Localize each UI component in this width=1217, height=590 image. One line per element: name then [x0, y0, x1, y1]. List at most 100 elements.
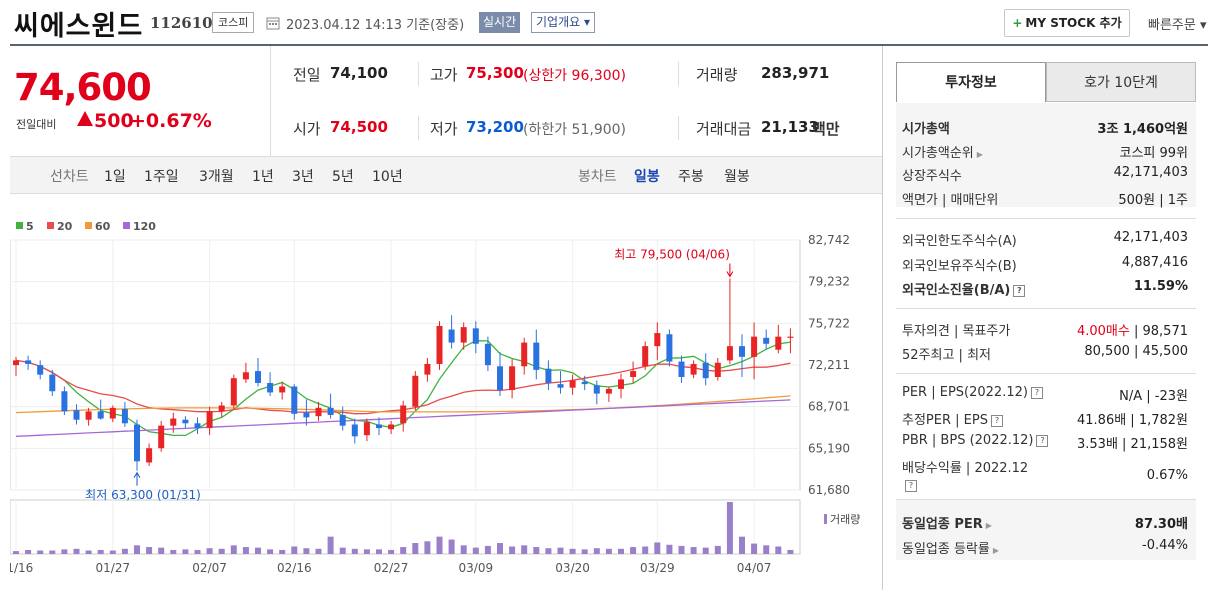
- foreign-ratio-value: 11.59%: [1133, 279, 1188, 294]
- candle-body: [327, 407, 334, 415]
- candle-monthly[interactable]: 월봉: [724, 169, 750, 185]
- candle-body: [363, 422, 370, 436]
- prev-close-label: 전일: [293, 66, 321, 84]
- candle-body: [49, 374, 56, 392]
- legend-swatch: [16, 222, 23, 229]
- y-tick-label: 65,190: [808, 441, 850, 455]
- par-value-value: 500원 | 1주: [1118, 193, 1188, 208]
- candle-body: [605, 388, 612, 394]
- candle-body: [533, 342, 540, 370]
- candle-daily[interactable]: 일봉: [634, 169, 660, 185]
- candle-body: [85, 411, 92, 420]
- volume-bar: [630, 547, 637, 554]
- market-cap-label: 시가총액: [902, 122, 950, 137]
- volume-bar: [581, 549, 588, 554]
- help-icon[interactable]: ?: [1036, 434, 1049, 447]
- sector-rate-link[interactable]: 동일업종 등락률 ▶: [902, 542, 1000, 557]
- volume-bar: [327, 536, 334, 554]
- help-icon[interactable]: ?: [1013, 284, 1026, 297]
- foreign-limit-label: 외국인한도주식수(A): [902, 234, 1017, 249]
- price-change-percent: +0.67%: [130, 110, 212, 132]
- high-label: 고가: [430, 66, 458, 84]
- candle-body: [291, 386, 298, 414]
- candle-body: [630, 371, 637, 378]
- x-tick-label: 03/09: [459, 561, 494, 575]
- candle-weekly[interactable]: 주봉: [678, 169, 704, 185]
- sector-per-value: 87.30배: [1134, 517, 1188, 532]
- opinion-label: 투자의견 | 목표주가: [902, 324, 1011, 339]
- low-annotation: 최저 63,300 (01/31): [85, 488, 201, 502]
- period-5y[interactable]: 5년: [332, 169, 354, 185]
- candle-body: [678, 361, 685, 378]
- candle-body: [109, 407, 116, 419]
- realtime-button[interactable]: 실시간: [479, 12, 521, 33]
- y-tick-label: 82,742: [808, 233, 850, 247]
- est-per-label: 추정PER | EPS: [902, 413, 988, 428]
- y-tick-label: 68,701: [808, 400, 850, 414]
- volume-bar: [472, 547, 479, 554]
- candle-body: [267, 382, 274, 393]
- sector-per-link[interactable]: 동일업종 PER ▶: [902, 517, 992, 532]
- y-tick-label: 72,211: [808, 358, 850, 372]
- period-3m[interactable]: 3개월: [199, 169, 234, 185]
- volume-bar: [726, 502, 733, 554]
- tab-hoga-10[interactable]: 호가 10단계: [1046, 62, 1196, 102]
- volume-bar: [121, 548, 128, 554]
- volume-bar: [460, 545, 467, 554]
- period-1d[interactable]: 1일: [104, 169, 126, 185]
- candle-body: [509, 366, 516, 391]
- period-10y[interactable]: 10년: [372, 169, 403, 185]
- candle-body: [255, 371, 261, 383]
- candle-body: [775, 336, 782, 350]
- volume-bar: [25, 549, 32, 554]
- volume-bar: [363, 549, 370, 554]
- candle-body: [230, 378, 237, 406]
- volume-bar: [315, 548, 322, 554]
- period-3y[interactable]: 3년: [292, 169, 314, 185]
- market-cap-rank-label: 시가총액순위: [902, 146, 974, 161]
- x-tick-label: 04/07: [737, 561, 772, 575]
- target-price-value: | 98,571: [1134, 324, 1188, 339]
- x-tick-label: 01/16: [10, 561, 33, 575]
- volume-bar: [484, 545, 491, 554]
- company-overview-dropdown[interactable]: 기업개요 ▾: [531, 12, 595, 33]
- candlestick-chart[interactable]: 82,742 79,232 75,722 72,211 68,701 65,190 61,6…: [0, 214, 882, 590]
- volume-bar: [618, 548, 624, 554]
- candle-body: [521, 342, 528, 367]
- candle-body: [376, 424, 382, 429]
- block-bg-2: [896, 500, 1196, 560]
- volume-bar: [351, 548, 358, 554]
- volume-bar: [85, 550, 92, 554]
- period-1w[interactable]: 1주일: [144, 169, 179, 185]
- candle-body: [569, 380, 576, 388]
- foreign-hold-label: 외국인보유주식수(B): [902, 259, 1017, 274]
- y-tick-label: 61,680: [808, 483, 850, 497]
- help-icon[interactable]: ?: [1030, 386, 1043, 399]
- change-label: 전일대비: [16, 118, 57, 131]
- candle-body: [170, 418, 177, 426]
- header-divider: [10, 44, 1208, 46]
- add-mystock-button[interactable]: + MY STOCK 추가: [1004, 9, 1130, 37]
- period-1y[interactable]: 1년: [252, 169, 274, 185]
- high-value: 75,300: [466, 64, 524, 82]
- candle-body: [351, 424, 358, 437]
- volume-bar: [412, 543, 419, 554]
- help-icon[interactable]: ?: [990, 414, 1003, 427]
- plus-icon: +: [1012, 16, 1023, 30]
- per-label: PER | EPS(2022.12): [902, 385, 1028, 400]
- volume-bar: [194, 549, 201, 554]
- candle-body: [97, 411, 104, 419]
- volume-bar: [569, 548, 576, 554]
- market-cap-rank-link[interactable]: 시가총액순위 ▶: [902, 146, 983, 161]
- help-icon[interactable]: ?: [905, 479, 917, 492]
- candle-body: [279, 386, 286, 393]
- tab-invest-info[interactable]: 투자정보: [896, 62, 1046, 102]
- quick-order-dropdown[interactable]: 빠른주문 ▾: [1148, 18, 1207, 33]
- volume-bar: [593, 548, 600, 554]
- candle-body: [557, 384, 564, 388]
- par-value-label: 액면가 | 매매단위: [902, 193, 999, 208]
- candle-body: [182, 419, 189, 424]
- volume-bar: [182, 549, 189, 554]
- candle-body: [412, 375, 419, 407]
- add-mystock-label: MY STOCK 추가: [1025, 16, 1122, 30]
